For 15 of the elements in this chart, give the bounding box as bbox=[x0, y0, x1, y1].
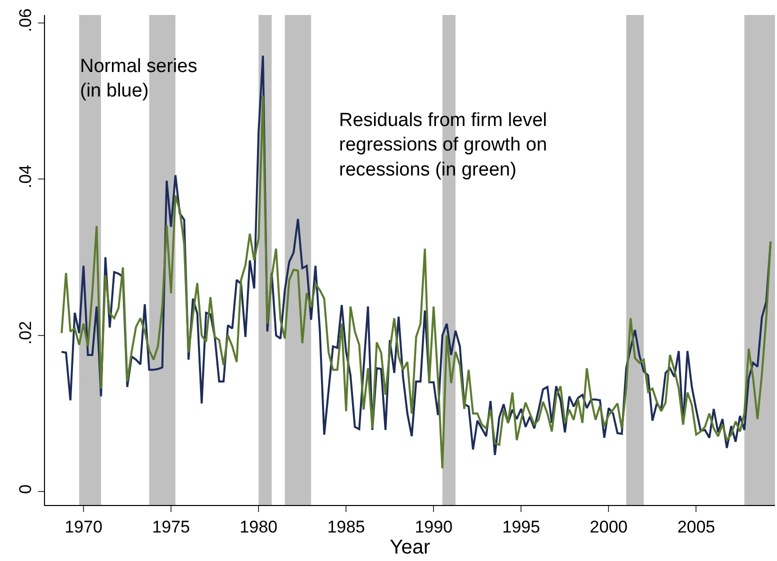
x-axis-title: Year bbox=[390, 536, 431, 558]
x-tick-label: 1975 bbox=[152, 517, 190, 536]
x-tick-label: 1980 bbox=[240, 517, 278, 536]
x-tick-label: 1990 bbox=[414, 517, 453, 536]
y-tick-label: .06 bbox=[16, 8, 36, 32]
annotation: Normal series (in blue) bbox=[80, 56, 198, 102]
x-tick-label: 2005 bbox=[677, 517, 716, 536]
annotation: Residuals from firm level regressions of growth on recessions (in green) bbox=[339, 110, 548, 180]
x-tick-label: 1995 bbox=[502, 517, 540, 536]
x-tick-label: 2000 bbox=[590, 517, 628, 536]
y-tick-label: .04 bbox=[16, 164, 36, 188]
x-tick-label: 1970 bbox=[64, 517, 102, 536]
y-tick-label: .02 bbox=[16, 321, 36, 345]
x-tick-label: 1985 bbox=[327, 517, 366, 536]
y-tick-label: 0 bbox=[16, 484, 36, 494]
